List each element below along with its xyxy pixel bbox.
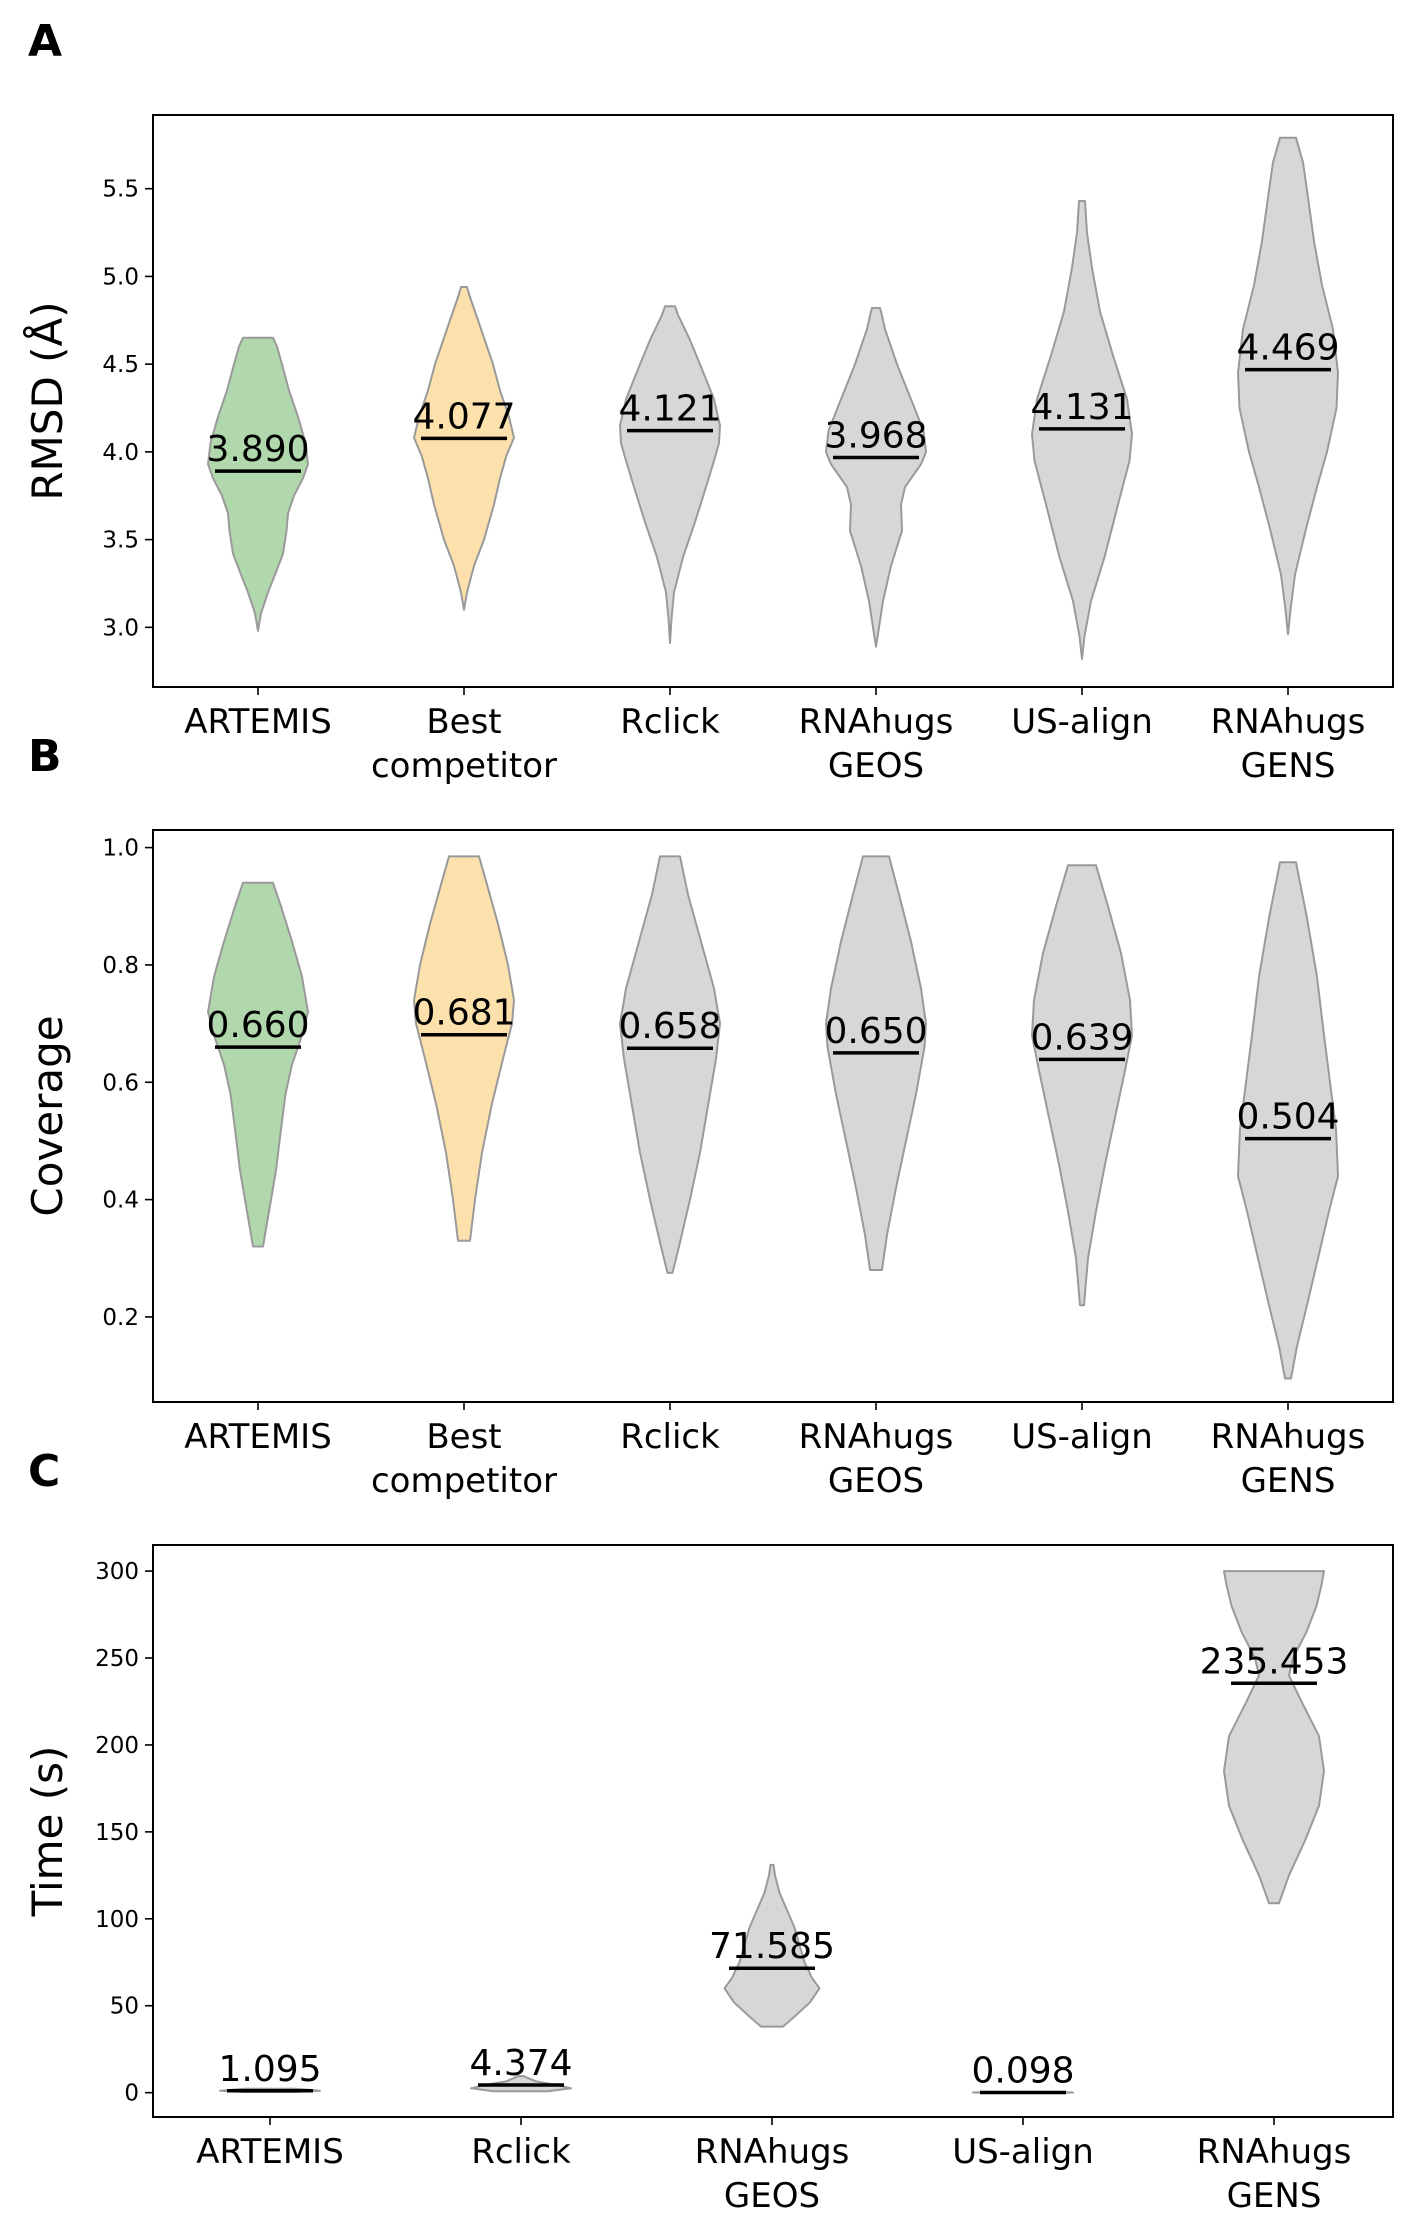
- x-tick-label: RNAhugs GENS: [1197, 2132, 1352, 2216]
- x-tick-label: RNAhugs GENS: [1211, 1417, 1366, 1501]
- violin-body: [723, 1863, 821, 2028]
- violin-body: [413, 855, 515, 1242]
- y-tick-label: 0.8: [102, 953, 139, 979]
- y-tick-label: 5.0: [102, 264, 139, 290]
- violin-body: [825, 855, 927, 1271]
- y-tick-label: 4.5: [102, 352, 139, 378]
- x-tick-label: RNAhugs GEOS: [799, 1417, 954, 1501]
- median-value-label: 0.504: [1236, 1097, 1339, 1138]
- panel-b-coverage: 0.2 0.4 0.6 0.8 1.0 Coverage ARTEMIS Best compet…: [23, 829, 1394, 1501]
- y-axis-label: Coverage: [23, 1015, 72, 1216]
- x-tick-label: Best competitor: [371, 702, 557, 786]
- y-tick-label: 50: [110, 1994, 139, 2020]
- median-value-label: 3.890: [206, 429, 309, 470]
- median-value-label: 4.374: [469, 2043, 572, 2084]
- violin-body: [619, 305, 721, 645]
- y-tick-label: 300: [95, 1559, 139, 1585]
- x-tick-label: Rclick: [471, 2132, 571, 2172]
- median-value-label: 4.121: [618, 389, 721, 430]
- panel-label-c: C: [28, 1446, 60, 1497]
- plot-frame: [152, 829, 1394, 1403]
- x-tick-label: RNAhugs GEOS: [695, 2132, 850, 2216]
- x-tick-label: Rclick: [620, 1417, 720, 1457]
- median-value-label: 1.095: [218, 2049, 321, 2090]
- y-tick-label: 3.0: [102, 615, 139, 641]
- y-axis-label: RMSD (Å): [22, 301, 72, 500]
- x-tick-label: US-align: [1011, 1417, 1153, 1457]
- violin-body: [619, 855, 721, 1274]
- y-axis-label: Time (s): [23, 1746, 72, 1918]
- median-value-label: 235.453: [1200, 1641, 1349, 1682]
- violin-body: [1237, 861, 1339, 1380]
- y-tick-label: 0.4: [102, 1188, 139, 1214]
- median-value-label: 3.968: [824, 415, 927, 456]
- violin-body: [825, 307, 927, 648]
- median-value-label: 0.660: [206, 1005, 309, 1046]
- violin-body: [1031, 864, 1133, 1307]
- y-tick-label: 150: [95, 1820, 139, 1846]
- y-tick-label: 100: [95, 1907, 139, 1933]
- x-tick-label: RNAhugs GENS: [1211, 702, 1366, 786]
- median-value-label: 4.077: [412, 396, 515, 437]
- median-value-label: 71.585: [709, 1926, 835, 1967]
- y-tick-label: 0.2: [102, 1305, 139, 1331]
- y-tick-label: 0.6: [102, 1070, 139, 1096]
- panel-label-a: A: [28, 16, 62, 67]
- median-value-label: 0.681: [412, 993, 515, 1034]
- violin-body: [207, 881, 309, 1248]
- violin-body: [1237, 136, 1339, 636]
- x-tick-label: Best competitor: [371, 1417, 557, 1501]
- y-tick-label: 1.0: [102, 836, 139, 862]
- violin-body: [1223, 1570, 1325, 1905]
- x-tick-label: Rclick: [620, 702, 720, 742]
- median-value-label: 4.131: [1030, 387, 1133, 428]
- y-tick-label: 0: [124, 2081, 139, 2107]
- panel-c-time: 0 50 100 150 200 250 300 Time (s) ARTEMIS Rclick R…: [23, 1544, 1394, 2216]
- x-tick-label: ARTEMIS: [184, 702, 332, 742]
- plot-frame: [152, 1544, 1394, 2118]
- y-tick-label: 3.5: [102, 528, 139, 554]
- violin-body: [413, 286, 515, 611]
- median-value-label: 0.639: [1030, 1017, 1133, 1058]
- y-tick-label: 5.5: [102, 177, 139, 203]
- x-tick-label: ARTEMIS: [196, 2132, 344, 2172]
- violin-body: [207, 336, 309, 632]
- y-tick-label: 4.0: [102, 440, 139, 466]
- plot-frame: [152, 114, 1394, 688]
- x-tick-label: US-align: [1011, 702, 1153, 742]
- median-value-label: 4.469: [1236, 328, 1339, 369]
- panel-a-rmsd: 3.0 3.5 4.0 4.5 5.0 5.5 RMSD (Å) ARTEMIS Best com…: [22, 114, 1394, 786]
- x-tick-label: RNAhugs GEOS: [799, 702, 954, 786]
- x-tick-label: US-align: [952, 2132, 1094, 2172]
- median-value-label: 0.658: [618, 1006, 721, 1047]
- y-tick-label: 250: [95, 1646, 139, 1672]
- panel-label-b: B: [28, 731, 62, 782]
- y-tick-label: 200: [95, 1733, 139, 1759]
- x-tick-label: ARTEMIS: [184, 1417, 332, 1457]
- median-value-label: 0.098: [971, 2050, 1074, 2091]
- median-value-label: 0.650: [824, 1011, 927, 1052]
